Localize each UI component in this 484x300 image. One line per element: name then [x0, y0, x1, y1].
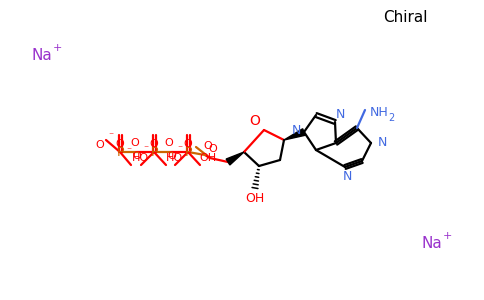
Text: P: P: [150, 146, 158, 158]
Text: O: O: [250, 114, 260, 128]
Text: +: +: [52, 43, 61, 53]
Text: HO: HO: [132, 153, 149, 163]
Text: ⁻: ⁻: [178, 144, 182, 154]
Text: N: N: [291, 124, 301, 136]
Text: Chiral: Chiral: [383, 10, 427, 25]
Text: O: O: [204, 141, 212, 151]
Text: ⁻: ⁻: [126, 146, 132, 156]
Text: O: O: [131, 138, 139, 148]
Text: HO: HO: [166, 153, 182, 163]
Text: +: +: [442, 231, 452, 241]
Text: O: O: [165, 138, 173, 148]
Polygon shape: [284, 129, 305, 140]
Text: 2: 2: [388, 113, 394, 123]
Text: O: O: [133, 151, 141, 161]
Text: N: N: [342, 169, 352, 182]
Polygon shape: [226, 152, 244, 165]
Text: N: N: [335, 107, 345, 121]
Text: O: O: [167, 151, 176, 161]
Text: P: P: [184, 146, 192, 158]
Text: Na: Na: [31, 47, 52, 62]
Text: OH: OH: [245, 191, 265, 205]
Text: N: N: [378, 136, 387, 148]
Text: ⁻: ⁻: [108, 131, 114, 141]
Text: Na: Na: [422, 236, 442, 250]
Text: O: O: [96, 140, 105, 150]
Text: OH: OH: [199, 153, 216, 163]
Text: NH: NH: [370, 106, 388, 119]
Text: O: O: [116, 139, 124, 149]
Text: ⁻: ⁻: [143, 144, 149, 154]
Text: O: O: [209, 144, 217, 154]
Text: O: O: [150, 139, 158, 149]
Text: O: O: [183, 139, 192, 149]
Text: P: P: [116, 146, 124, 158]
